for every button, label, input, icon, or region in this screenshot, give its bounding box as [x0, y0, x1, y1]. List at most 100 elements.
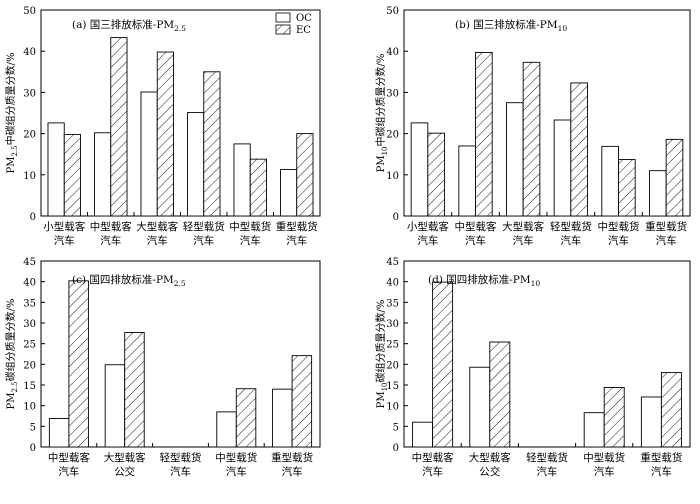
- x-tick-label: 中型载客: [48, 451, 90, 464]
- bar-ec: [68, 280, 89, 448]
- x-tick-label: 中型载货: [598, 220, 640, 233]
- y-tick-label: 20: [386, 360, 399, 371]
- x-tick-label: 重型载货: [271, 451, 313, 464]
- bar-oc: [140, 91, 158, 217]
- y-tick-label: 20: [386, 130, 399, 141]
- legend-label-oc: OC: [296, 13, 312, 24]
- y-tick-label: 50: [386, 6, 399, 17]
- bar-ec: [603, 387, 625, 448]
- bar-oc: [601, 145, 619, 217]
- x-tick-label: 轻型载货: [526, 451, 568, 464]
- y-axis-label: PM10中碳组分质量分数/%: [374, 54, 389, 173]
- bar-oc: [187, 112, 205, 217]
- bar-oc: [233, 143, 251, 217]
- bar-ec: [203, 71, 221, 217]
- y-tick-label: 0: [30, 212, 36, 223]
- bar-oc: [104, 364, 126, 448]
- x-tick-label: 汽车: [147, 234, 168, 247]
- x-tick-label: 大型载客: [136, 220, 178, 233]
- x-tick-label: 中型载货: [215, 451, 257, 464]
- x-tick-label: 中型载货: [229, 220, 271, 233]
- plot-frame: [403, 9, 691, 217]
- x-tick-label: 重型载货: [640, 451, 682, 464]
- bar-oc: [410, 122, 429, 217]
- y-tick-label: 50: [23, 6, 36, 17]
- x-tick-label: 汽车: [651, 465, 672, 478]
- x-tick-label: 轻型载货: [183, 220, 225, 233]
- panel-title: (b) 国三排放标准-PM10: [455, 18, 567, 33]
- x-tick-label: 汽车: [422, 465, 443, 478]
- bar-ec: [427, 132, 445, 217]
- bar-oc: [47, 122, 65, 217]
- bar-oc: [469, 366, 491, 448]
- bar-ec: [110, 37, 128, 217]
- legend-swatch-ec: [275, 24, 291, 35]
- x-tick-label: 汽车: [594, 465, 615, 478]
- x-tick-label: 汽车: [58, 465, 79, 478]
- y-axis-label: PM2.5中碳组分质量分数/%: [4, 53, 19, 174]
- bar-ec: [249, 158, 267, 217]
- x-tick-label: 汽车: [193, 234, 214, 247]
- y-tick-label: 35: [23, 298, 36, 309]
- x-tick-label: 中型载客: [412, 451, 454, 464]
- bar-ec: [124, 332, 145, 448]
- legend-label-ec: EC: [296, 25, 311, 36]
- x-tick-label: 汽车: [226, 465, 247, 478]
- x-tick-label: 汽车: [417, 234, 438, 247]
- x-tick-label: 汽车: [513, 234, 534, 247]
- y-tick-label: 30: [23, 319, 36, 330]
- y-tick-label: 30: [386, 319, 399, 330]
- bar-ec: [296, 133, 314, 217]
- legend: OC EC: [275, 12, 312, 36]
- x-tick-label: 汽车: [656, 234, 677, 247]
- bar-ec: [63, 133, 81, 217]
- y-tick-label: 40: [23, 47, 36, 58]
- x-tick-label: 汽车: [282, 465, 303, 478]
- bar-ec: [618, 159, 636, 217]
- x-tick-label: 公交: [114, 465, 135, 478]
- bar-ec: [291, 355, 313, 448]
- plot-frame: [40, 260, 321, 448]
- x-tick-label: 大型载客: [104, 451, 146, 464]
- bar-oc: [272, 388, 293, 448]
- y-tick-label: 10: [23, 171, 36, 182]
- panel-a-chart: 01020304050小型载客汽车中型载客汽车大型载客汽车轻型载货汽车中型载货汽…: [4, 6, 321, 247]
- panel-title: (a) 国三排放标准-PM2.5: [72, 18, 186, 33]
- y-tick-label: 45: [386, 257, 399, 268]
- x-tick-label: 大型载客: [502, 220, 544, 233]
- y-tick-label: 40: [386, 278, 399, 289]
- y-tick-label: 0: [30, 443, 36, 454]
- bar-oc: [94, 132, 112, 217]
- bar-oc: [553, 119, 572, 217]
- y-tick-label: 45: [23, 257, 36, 268]
- bar-ec: [660, 372, 682, 448]
- panel-c-chart: 051015202530354045中型载客汽车大型载客公交轻型载货汽车中型载货…: [4, 257, 321, 478]
- bar-ec: [235, 388, 257, 448]
- y-tick-label: 40: [23, 278, 36, 289]
- bar-oc: [506, 102, 524, 217]
- x-tick-label: 汽车: [286, 234, 307, 247]
- x-tick-label: 中型载客: [90, 220, 132, 233]
- y-tick-label: 30: [23, 88, 36, 99]
- bar-ec: [489, 341, 511, 448]
- plot-frame: [40, 9, 321, 217]
- bar-ec: [665, 138, 684, 217]
- panel-b-chart: 01020304050小型载客汽车中型载客汽车大型载客汽车轻型载货汽车中型载货汽…: [374, 6, 691, 247]
- y-axis-label: PM2.5碳组分质量分数/%: [4, 299, 19, 410]
- x-tick-label: 重型载货: [645, 220, 687, 233]
- bar-oc: [280, 168, 298, 217]
- bar-oc: [649, 170, 667, 217]
- panel-d-chart: 051015202530354045中型载客汽车大型载客公交轻型载货汽车中型载货…: [374, 257, 691, 478]
- x-tick-label: 汽车: [170, 465, 191, 478]
- y-tick-label: 10: [23, 402, 36, 413]
- y-tick-label: 15: [386, 381, 399, 392]
- x-tick-label: 重型载货: [276, 220, 318, 233]
- y-tick-label: 0: [393, 212, 399, 223]
- bar-oc: [640, 396, 662, 448]
- plot-frame: [403, 260, 691, 448]
- legend-swatch-oc: [275, 12, 291, 23]
- bar-oc: [583, 412, 605, 448]
- x-tick-label: 中型载客: [455, 220, 497, 233]
- y-tick-label: 0: [393, 443, 399, 454]
